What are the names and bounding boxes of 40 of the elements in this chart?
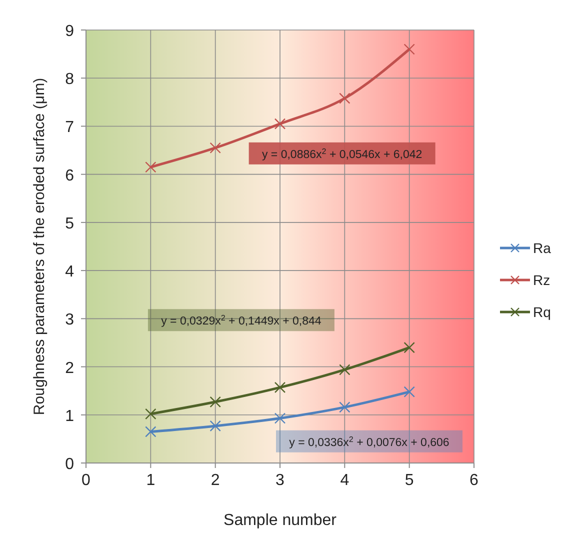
y-tick-label: 3 bbox=[65, 312, 74, 329]
y-tick-label: 8 bbox=[65, 71, 74, 88]
y-tick-label: 2 bbox=[65, 360, 74, 377]
point bbox=[404, 44, 415, 55]
x-tick-label: 3 bbox=[276, 472, 285, 489]
point bbox=[210, 142, 221, 154]
point bbox=[210, 420, 221, 432]
x-tick-label: 6 bbox=[470, 472, 479, 489]
y-tick-label: 7 bbox=[65, 119, 74, 136]
x-tick-label: 0 bbox=[82, 472, 91, 489]
point bbox=[274, 118, 286, 130]
y-tick-label: 5 bbox=[65, 215, 74, 232]
y-tick-label: 4 bbox=[65, 264, 74, 281]
point bbox=[145, 408, 156, 420]
point bbox=[145, 162, 156, 173]
point bbox=[339, 92, 350, 104]
point bbox=[274, 382, 286, 394]
y-axis-title: Roughness parameters of the eroded surface (μm) bbox=[31, 78, 48, 416]
point bbox=[145, 426, 156, 438]
x-tick-label: 4 bbox=[340, 472, 350, 489]
x-axis-title: Sample number bbox=[224, 512, 338, 529]
point bbox=[210, 396, 221, 408]
annotation: y = 0,0329x$^{2}$ + 0,1449x + 0,844 bbox=[161, 313, 322, 328]
point bbox=[274, 412, 286, 424]
point bbox=[339, 364, 350, 376]
legend-label: Rz bbox=[533, 272, 550, 288]
y-tick-label: 9 bbox=[65, 23, 74, 40]
y-tick-label: 0 bbox=[65, 456, 74, 473]
x-tick-label: 2 bbox=[210, 472, 220, 489]
point bbox=[404, 342, 415, 354]
y-tick-label: 1 bbox=[65, 408, 74, 425]
annotation: y = 0,0336x$^{2}$ + 0,0076x + 0,606 bbox=[289, 434, 450, 449]
annotation: y = 0,0886x$^{2}$ + 0,0546x + 6,042 bbox=[262, 146, 422, 161]
x-tick-label: 1 bbox=[146, 472, 156, 489]
legend-label: Rq bbox=[533, 304, 551, 320]
legend-label: Ra bbox=[533, 240, 552, 256]
point bbox=[339, 402, 350, 413]
y-tick-label: 6 bbox=[65, 167, 74, 184]
point bbox=[404, 386, 415, 398]
x-tick-label: 5 bbox=[404, 472, 414, 489]
